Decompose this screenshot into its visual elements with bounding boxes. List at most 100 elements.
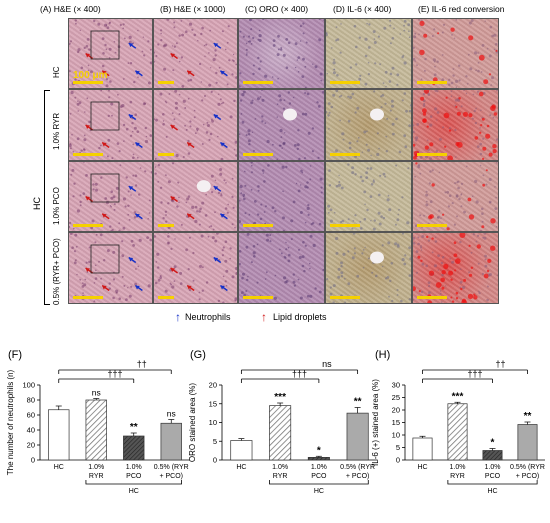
scale-bar (158, 153, 174, 156)
scale-bar (243, 81, 273, 84)
chart-group-label: HC (314, 488, 324, 495)
chart-y-tick-label: 100 (22, 381, 35, 390)
column-header-e: (E) IL-6 red conversion (418, 4, 505, 14)
micrograph-il6-red-row-3 (412, 161, 499, 232)
scale-bar (417, 81, 447, 84)
micrograph-oro-400-row-1 (238, 18, 325, 89)
chart-group-label: HC (129, 488, 139, 495)
scale-bar (330, 153, 360, 156)
column-header-d: (D) IL-6 (× 400) (333, 4, 392, 14)
group-bracket-top (44, 90, 50, 91)
chart-category-label: 1.0% (126, 464, 142, 471)
scale-bar (73, 296, 103, 299)
chart-significance-label: ns (167, 409, 176, 419)
micrograph-il6-400-row-4 (325, 232, 412, 304)
bar-charts: (F) The number of neutrophils (n) 0 20 40 60 8… (6, 349, 545, 495)
scale-bar (158, 81, 174, 84)
chart-comparison-label: †† (495, 359, 505, 369)
micrograph-il6-400-row-3 (325, 161, 412, 232)
scale-bar (158, 296, 174, 299)
scale-bar (417, 224, 447, 227)
chart-y-tick-label: 80 (27, 396, 35, 405)
micrograph-he-400-row-4 (68, 232, 153, 304)
scale-bar (243, 296, 273, 299)
micrograph-he-400-row-2 (68, 89, 153, 161)
micrograph-oro-400-row-3 (238, 161, 325, 232)
chart-group-bracket (447, 480, 538, 485)
chart-bar (48, 409, 70, 461)
chart-category-label: HC (54, 464, 64, 471)
scale-bar (330, 81, 360, 84)
chart-category-label: PCO (311, 473, 327, 480)
chart-bar (230, 440, 253, 461)
chart-comparison-label: ns (322, 359, 332, 369)
chart-panel-label: (G) (190, 349, 206, 361)
arrow-up-icon: ↑ (175, 310, 181, 324)
chart-y-tick-label: 15 (209, 399, 217, 408)
micrograph-il6-400-row-1 (325, 18, 412, 89)
chart-comparison-label: ††† (107, 369, 122, 379)
column-header-b: (B) H&E (× 1000) (160, 4, 226, 14)
chart-bar (346, 412, 369, 461)
legend-neutrophils: Neutrophils (185, 312, 231, 322)
micrograph-il6-400-row-2 (325, 89, 412, 161)
chart-category-label: 1.0% (450, 464, 466, 471)
group-bracket-bottom (44, 304, 50, 305)
scale-bar (158, 224, 174, 227)
chart-y-tick-label: 10 (209, 418, 217, 427)
chart-y-tick-label: 20 (392, 406, 400, 415)
chart-bar (85, 399, 107, 461)
chart-y-tick-label: 40 (27, 426, 35, 435)
chart-y-tick-label: 0 (396, 456, 400, 465)
column-header-c: (C) ORO (× 400) (245, 4, 309, 14)
chart-y-tick-label: 20 (27, 441, 35, 450)
chart-y-axis-label: The number of neutrophils (n) (6, 369, 15, 475)
chart-y-tick-label: 0 (213, 456, 217, 465)
chart-significance-label: *** (274, 392, 286, 403)
chart-significance-label: ** (130, 422, 138, 433)
scale-bar (330, 224, 360, 227)
group-bracket-line (44, 90, 45, 305)
column-header-a: (A) H&E (× 400) (40, 4, 101, 14)
chart-category-label: 1.0% (485, 464, 501, 471)
chart-category-label: 0.5% (RYR (340, 464, 375, 471)
chart-y-tick-label: 10 (392, 431, 400, 440)
group-label-hc: HC (32, 197, 42, 210)
micrograph-il6-red-row-2 (412, 89, 499, 161)
chart-bar (482, 450, 503, 461)
scale-bar (73, 224, 103, 227)
chart-significance-label: * (317, 445, 321, 456)
chart-category-label: RYR (450, 473, 465, 480)
chart-category-label: + PCO) (346, 473, 370, 480)
legend-lipid-droplets: Lipid droplets (273, 312, 327, 322)
chart-bar (412, 437, 433, 461)
chart-group-bracket (85, 480, 182, 485)
chart-significance-label: * (491, 438, 495, 449)
micrograph-oro-400-row-2 (238, 89, 325, 161)
chart-significance-label: ns (92, 388, 101, 398)
chart-category-label: HC (236, 464, 246, 471)
chart-y-axis-label: IL-6 (+) stained area (%) (371, 379, 380, 466)
chart-bar (517, 424, 538, 461)
row-label-hc: HC (52, 66, 61, 78)
chart-category-label: 1.0% (272, 464, 288, 471)
chart-bar (269, 405, 292, 461)
micrograph-he-1000-row-1 (153, 18, 238, 89)
chart-category-label: RYR (273, 473, 288, 480)
row-label-mix: 0.5% (RYR+ PCO) (52, 238, 61, 305)
chart-significance-label: ** (524, 411, 532, 422)
chart-y-tick-label: 20 (209, 381, 217, 390)
chart-category-label: 1.0% (311, 464, 327, 471)
chart-y-tick-label: 15 (392, 418, 400, 427)
chart-group-bracket (269, 480, 369, 485)
micrograph-he-400-row-1: 100 μm (68, 18, 153, 89)
chart-significance-label: *** (452, 391, 464, 402)
chart-panel-label: (F) (8, 349, 22, 361)
chart-y-tick-label: 5 (213, 437, 217, 446)
scale-bar (73, 153, 103, 156)
chart-comparison-label: †† (137, 359, 147, 369)
scale-bar-label: 100 μm (73, 70, 108, 81)
scale-bar (417, 153, 447, 156)
arrow-up-icon: ↑ (261, 310, 267, 324)
micrograph-he-1000-row-3 (153, 161, 238, 232)
